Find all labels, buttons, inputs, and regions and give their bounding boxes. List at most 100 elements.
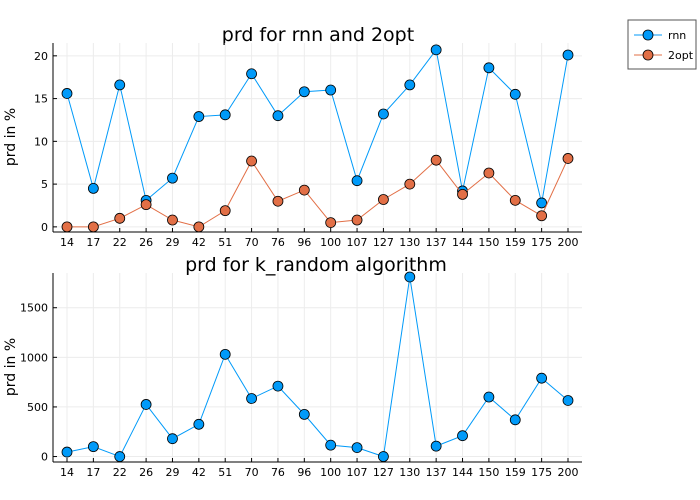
chart1-point-2opt — [562, 153, 574, 164]
chart1-point-rnn — [61, 88, 73, 99]
chart1-point-2opt — [219, 205, 231, 217]
chart1-x-tick-label: 137 — [426, 236, 447, 249]
chart1-x-tick-label: 150 — [478, 236, 499, 249]
chart1-title: prd for rnn and 2opt — [222, 24, 414, 46]
chart2-y-tick-label: 1000 — [20, 351, 48, 364]
chart2-line-series-1 — [66, 276, 569, 458]
chart1-point-2opt — [246, 155, 257, 167]
chart2-y-tick-label: 0 — [41, 451, 48, 464]
chart2-point-series-1 — [193, 418, 205, 430]
chart1-x-tick-label: 22 — [113, 236, 127, 249]
chart2-x-tick-label: 70 — [245, 466, 259, 479]
chart1-y-tick-label: 20 — [34, 50, 48, 63]
chart2-point-series-1 — [140, 399, 152, 410]
chart2-point-series-1 — [87, 441, 99, 453]
chart2-point-series-1 — [114, 451, 126, 462]
chart2-x-tick-label: 76 — [271, 466, 285, 479]
chart2-y-tick-label: 500 — [27, 401, 48, 414]
chart2-x-tick-label: 100 — [320, 466, 341, 479]
chart2-point-series-1 — [219, 348, 231, 360]
chart1-point-rnn — [351, 175, 363, 187]
chart1-point-2opt — [430, 154, 442, 166]
chart2-x-tick-label: 137 — [426, 466, 447, 479]
chart1-x-tick-label: 70 — [245, 236, 259, 249]
chart1-point-rnn — [378, 108, 389, 120]
chart1-x-tick-label: 42 — [192, 236, 206, 249]
chart2-y-tick-label: 1500 — [20, 302, 48, 315]
chart1-point-rnn — [114, 79, 126, 91]
chart1-point-2opt — [193, 221, 205, 233]
legend-box — [627, 19, 697, 70]
chart1-point-2opt — [351, 214, 363, 226]
chart2-x-tick-label: 107 — [347, 466, 368, 479]
chart2-x-tick-label: 17 — [86, 466, 100, 479]
chart2-x-tick-label: 200 — [558, 466, 579, 479]
chart1-point-2opt — [114, 212, 126, 224]
chart1-x-tick-label: 127 — [373, 236, 394, 249]
chart2-x-tick-label: 127 — [373, 466, 394, 479]
chart1-line-2opt — [67, 158, 569, 228]
chart1-point-2opt — [509, 194, 521, 206]
chart1-point-rnn — [325, 84, 337, 96]
chart2-point-series-1 — [167, 433, 178, 445]
chart2-point-series-1 — [457, 430, 468, 442]
chart2-point-series-1 — [430, 440, 442, 452]
chart1-x-tick-label: 29 — [165, 236, 179, 249]
chart2-point-series-1 — [272, 380, 284, 392]
chart1-x-tick-label: 130 — [399, 236, 420, 249]
chart1-point-rnn — [246, 68, 257, 80]
chart2-x-tick-label: 159 — [505, 466, 526, 479]
chart1-point-rnn — [298, 86, 310, 98]
chart1-x-tick-label: 107 — [347, 236, 368, 249]
chart2-x-tick-label: 150 — [478, 466, 499, 479]
chart1-point-rnn — [430, 44, 442, 56]
chart2-x-tick-label: 14 — [60, 466, 74, 479]
chart1-point-2opt — [536, 210, 548, 222]
chart2-x-tick-label: 26 — [139, 466, 153, 479]
chart1-point-2opt — [87, 221, 99, 233]
chart1-x-tick-label: 96 — [297, 236, 311, 249]
chart1-point-rnn — [87, 182, 99, 194]
chart1-line-rnn — [66, 48, 569, 204]
chart2-title: prd for k_random algorithm — [185, 254, 447, 276]
chart1-point-rnn — [167, 172, 178, 184]
chart2-point-series-1 — [61, 446, 73, 458]
chart2-point-series-1 — [483, 391, 495, 403]
chart2-x-tick-label: 130 — [399, 466, 420, 479]
chart2-x-tick-label: 42 — [192, 466, 206, 479]
legend-marker-rnn — [642, 29, 654, 41]
chart1-point-rnn — [509, 88, 521, 100]
chart1-point-2opt — [404, 178, 416, 190]
chart1-x-tick-label: 17 — [86, 236, 100, 249]
chart2-point-series-1 — [536, 372, 548, 384]
chart1-point-rnn — [219, 109, 231, 121]
legend-marker-2opt — [642, 49, 654, 61]
chart1-y-tick-label: 10 — [34, 135, 48, 148]
chart2-point-series-1 — [562, 395, 574, 406]
chart2-point-series-1 — [404, 271, 416, 283]
chart1-x-tick-label: 14 — [60, 236, 74, 249]
chart1-x-tick-label: 51 — [218, 236, 232, 249]
chart1-point-rnn — [193, 111, 205, 122]
chart2-point-series-1 — [378, 451, 389, 462]
chart2-y-axis-label: prd in % — [3, 338, 19, 396]
chart2-point-series-1 — [246, 393, 257, 404]
chart2-x-tick-label: 22 — [113, 466, 127, 479]
chart1-x-tick-label: 144 — [452, 236, 473, 249]
chart2-point-series-1 — [509, 414, 521, 426]
chart1-y-axis-label: prd in % — [3, 108, 19, 166]
chart1-point-2opt — [298, 184, 310, 196]
chart1-point-2opt — [378, 194, 389, 205]
chart1-point-2opt — [483, 167, 495, 179]
legend-label-2opt: 2opt — [668, 49, 694, 62]
chart2-x-tick-label: 96 — [297, 466, 311, 479]
plot-layer: 14 17 22 26 29 42 51 70 76 96 100 107 127 130 137 144 15… — [20, 43, 582, 479]
chart1-y-tick-label: 15 — [34, 93, 48, 106]
chart2-x-tick-label: 144 — [452, 466, 473, 479]
chart2-point-series-1 — [351, 442, 363, 454]
chart1-point-2opt — [167, 214, 178, 226]
chart1-point-rnn — [536, 197, 548, 209]
chart1-point-2opt — [325, 217, 337, 228]
chart1-point-rnn — [562, 49, 574, 61]
